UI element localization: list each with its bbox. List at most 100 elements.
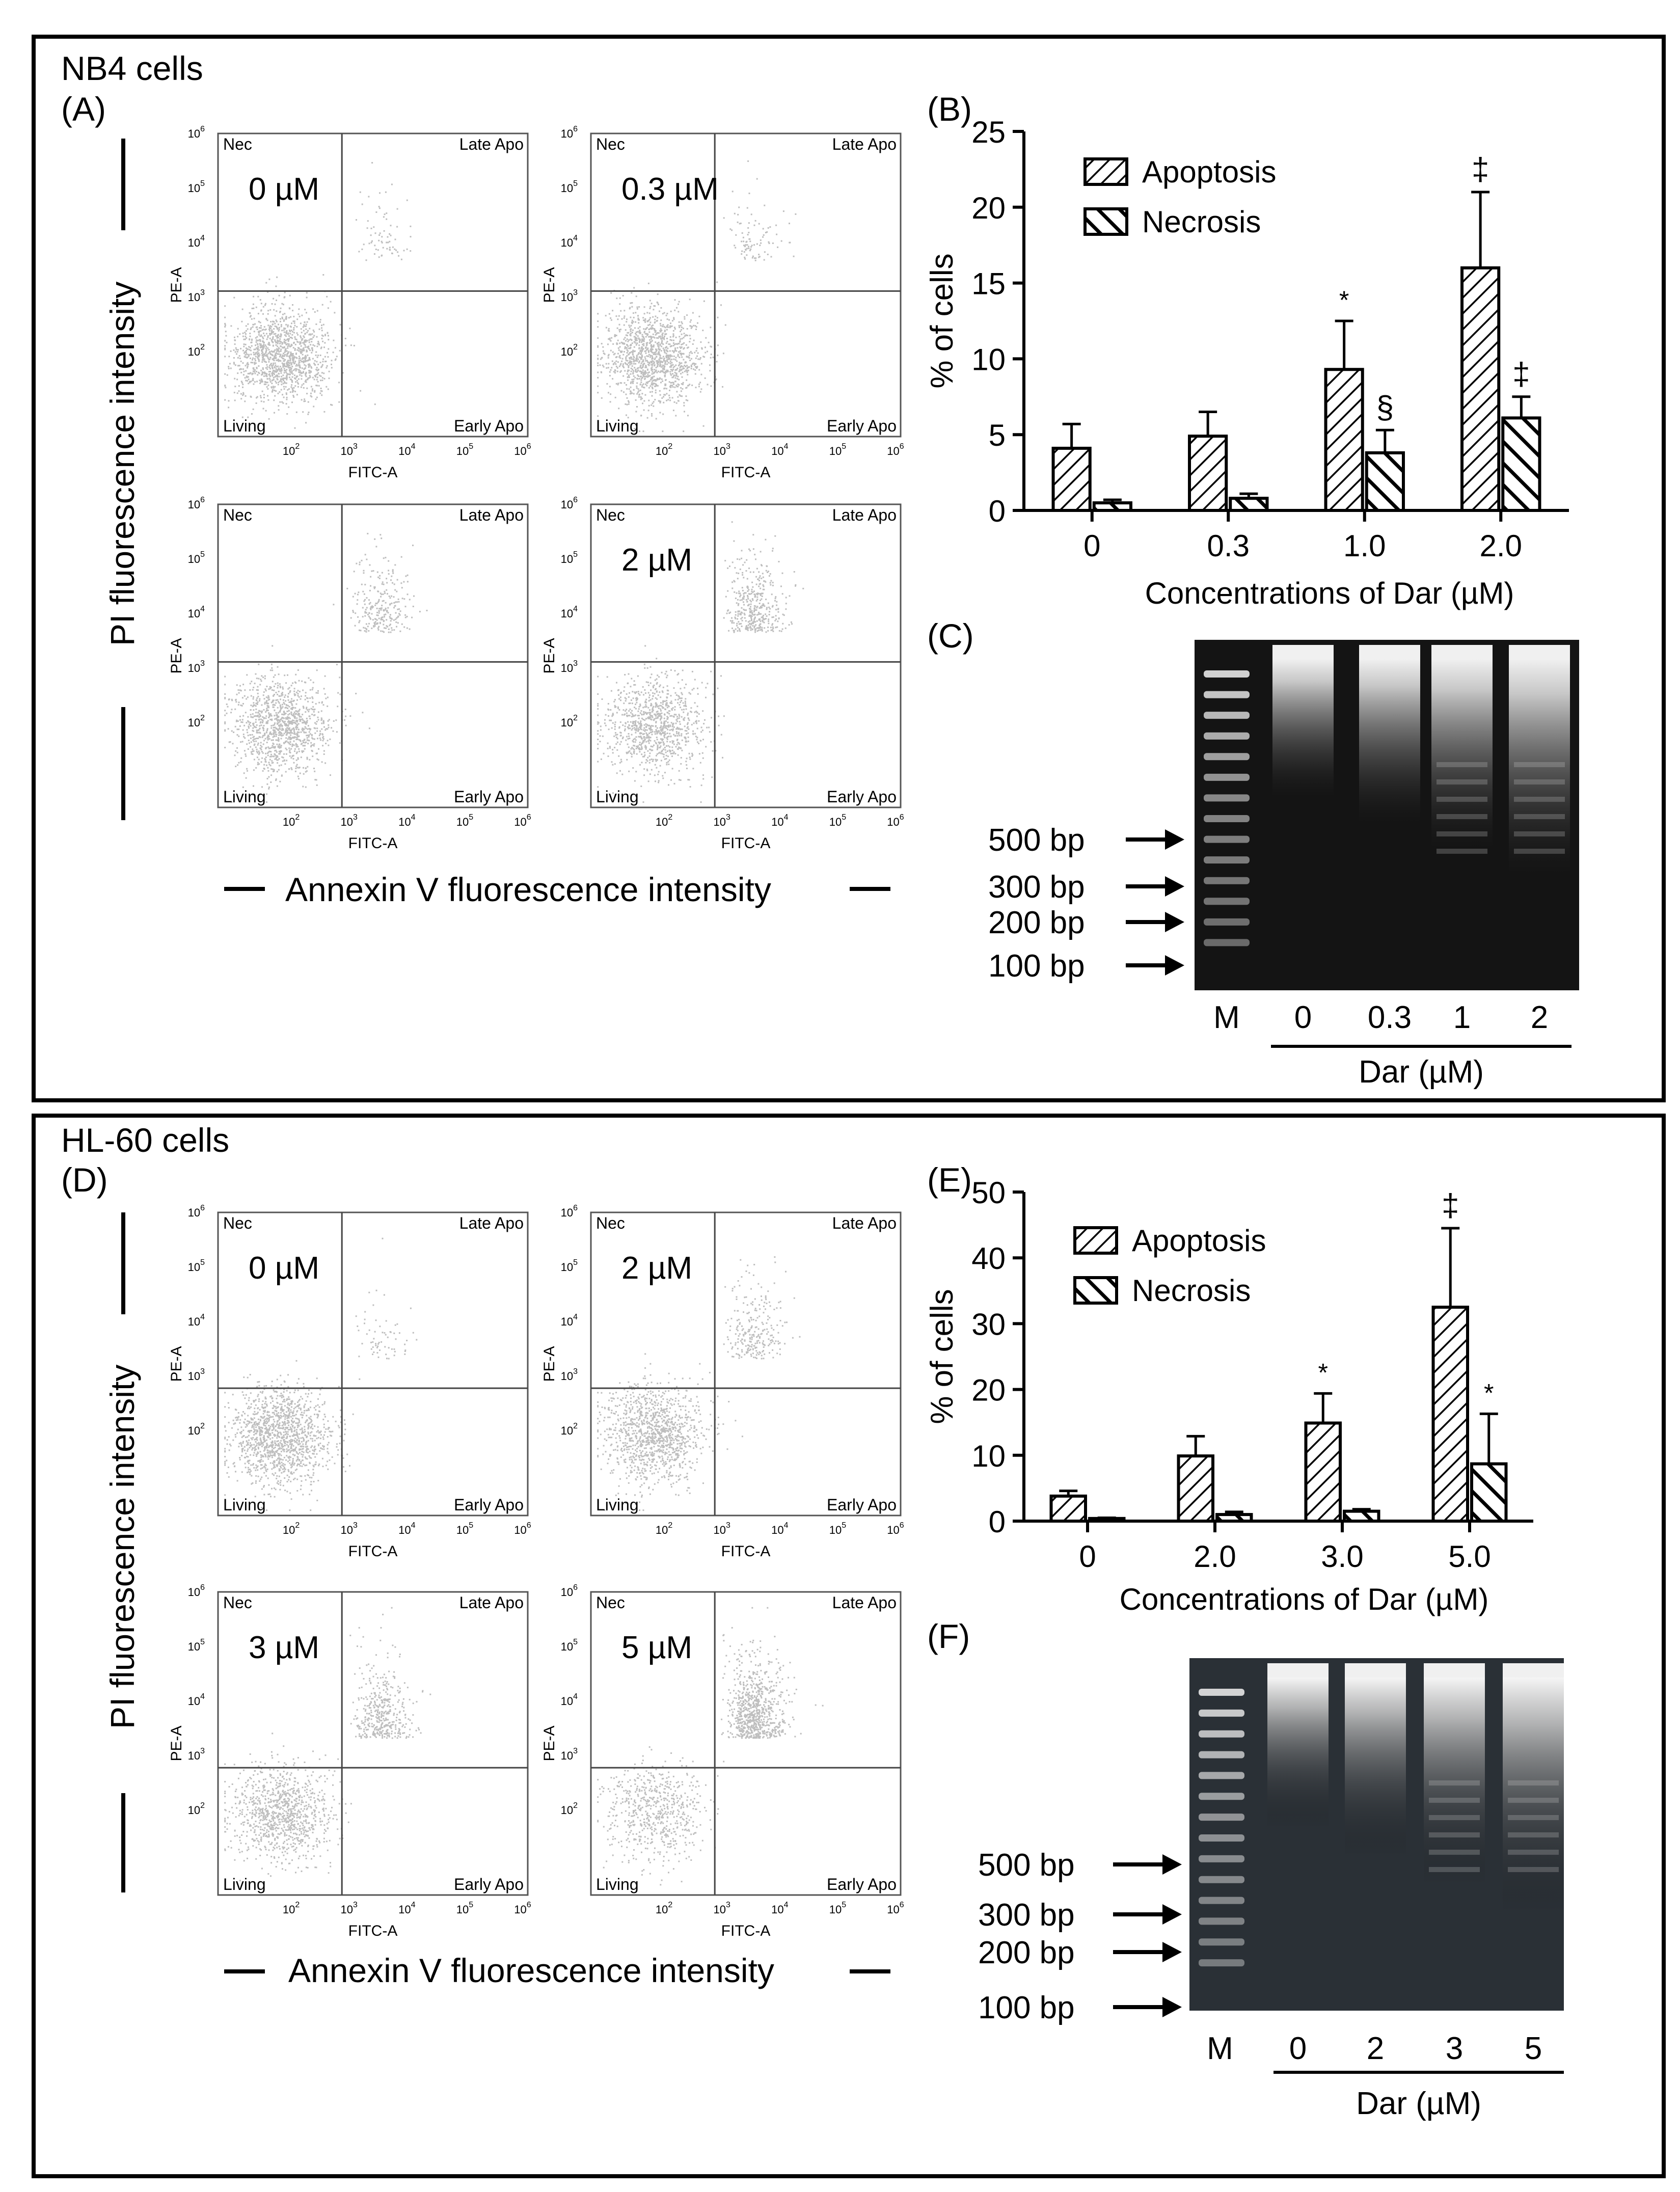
lane-label: 5	[1525, 2031, 1542, 2066]
flow-x-tick-exp: 3	[726, 442, 730, 451]
gel-well	[1267, 1663, 1329, 1677]
quadrant-nec: Nec	[223, 1593, 252, 1612]
flow-y-tick-exp: 6	[200, 1583, 205, 1592]
concentration-label: 3 µM	[249, 1630, 319, 1665]
legend-swatch-necrosis	[1073, 1276, 1118, 1305]
lane-label: 3	[1446, 2031, 1463, 2066]
legend-label-necrosis: Necrosis	[1142, 205, 1261, 239]
hl60-title: HL-60 cells	[61, 1121, 230, 1159]
marker-label: 200 bp	[988, 905, 1085, 940]
concentration-label: 2 µM	[621, 1251, 692, 1286]
quadrant-late-apo: Late Apo	[832, 1214, 897, 1232]
quadrant-early-apo: Early Apo	[454, 788, 524, 806]
flow-x-tick-exp: 4	[784, 442, 789, 451]
ladder-band	[1199, 1938, 1244, 1946]
significance-mark: *	[1339, 286, 1349, 314]
ladder-fragment	[1437, 779, 1487, 784]
flow-x-tick-exp: 5	[469, 442, 473, 451]
gel-well	[1503, 1663, 1564, 1677]
x-axis-label: Concentrations of Dar (µM)	[1145, 576, 1514, 610]
y-tick-label: 10	[971, 342, 1006, 376]
flow-x-label: FITC-A	[721, 1543, 771, 1560]
bar-chart-B: 0 5 10 15 20 25 % of cells 0 0.3 1.0 * § 2.0 ‡ ‡ Concen…	[925, 115, 1569, 610]
legend-swatch-apoptosis	[1083, 157, 1128, 186]
flow-frame	[217, 503, 529, 808]
y-tick-label: 0	[989, 494, 1006, 528]
x-tick-label: 2.0	[1480, 529, 1522, 563]
flow-x-tick-exp: 2	[295, 1901, 300, 1909]
flow-y-label: PE-A	[541, 1725, 558, 1761]
panel-label-d: (D)	[61, 1161, 108, 1199]
ladder-band	[1204, 856, 1250, 864]
panel-label-b: (B)	[927, 90, 972, 128]
marker-arrow-head	[1162, 1904, 1182, 1925]
ladder-band	[1199, 1689, 1244, 1696]
flow-x-tick-exp: 4	[784, 813, 789, 822]
ladder-band	[1204, 794, 1250, 802]
y-tick-label: 20	[971, 1373, 1006, 1408]
ladder-band	[1199, 1897, 1244, 1904]
ladder-fragment	[1508, 1798, 1559, 1803]
flow-dots	[224, 162, 412, 432]
lane-label: M	[1213, 1000, 1240, 1035]
ladder-fragment	[1429, 1867, 1480, 1872]
flow-frame	[590, 503, 902, 808]
flow-y-tick-exp: 3	[200, 288, 205, 297]
quadrant-living: Living	[223, 1496, 266, 1514]
lane-label: 0.3	[1368, 1000, 1412, 1035]
flow-x-tick-exp: 2	[295, 1521, 300, 1530]
gel-well	[1345, 1663, 1406, 1677]
flow-y-tick-exp: 2	[573, 714, 578, 722]
group-label: Dar (µM)	[1359, 1054, 1484, 1090]
flow-y-tick-exp: 5	[573, 179, 578, 188]
concentration-label: 0.3 µM	[621, 172, 719, 207]
x-tick-label: 1.0	[1343, 529, 1386, 563]
flow-x-tick-exp: 3	[353, 1901, 358, 1909]
nb4-section-frame	[32, 35, 1666, 1102]
legend-label-necrosis: Necrosis	[1132, 1274, 1251, 1308]
flow-dots	[224, 1607, 431, 1882]
ladder-fragment	[1429, 1780, 1480, 1785]
flow-x-tick-exp: 3	[353, 442, 358, 451]
marker-label: 300 bp	[988, 870, 1085, 905]
ladder-fragment	[1514, 849, 1565, 854]
bar-apoptosis	[1460, 266, 1501, 512]
flow-y-tick-exp: 4	[200, 605, 205, 613]
quadrant-early-apo: Early Apo	[454, 1496, 524, 1514]
marker-label: 100 bp	[988, 949, 1085, 984]
flow-y-label: PE-A	[168, 1725, 185, 1761]
flow-x-tick-exp: 2	[295, 813, 300, 822]
marker-label: 200 bp	[978, 1935, 1075, 1970]
ladder-band	[1199, 1730, 1244, 1738]
flow-frame	[590, 132, 902, 438]
concentration-label: 2 µM	[621, 543, 692, 578]
flow-y-tick-exp: 2	[200, 714, 205, 722]
x-tick-label: 2.0	[1194, 1539, 1236, 1574]
ladder-fragment	[1514, 762, 1565, 767]
ladder-band	[1204, 835, 1250, 843]
flow-x-tick-exp: 3	[726, 1521, 730, 1530]
flow-y-tick-exp: 5	[573, 550, 578, 559]
hl60-section-frame	[32, 1114, 1666, 2178]
ladder-band	[1199, 1814, 1244, 1821]
quadrant-nec: Nec	[596, 1593, 625, 1612]
ladder-band	[1204, 939, 1250, 946]
flow-y-tick-exp: 3	[200, 1747, 205, 1755]
ladder-fragment	[1429, 1815, 1480, 1820]
ladder-fragment	[1508, 1850, 1559, 1855]
quadrant-living: Living	[223, 417, 266, 435]
ladder-band	[1204, 877, 1250, 884]
ladder-fragment	[1429, 1798, 1480, 1803]
flow-x-tick-exp: 5	[842, 442, 846, 451]
gel-well	[1431, 645, 1493, 659]
bar-chart-E: 0 10 20 30 40 50 % of cells 0 2.0 3.0 * 5.0 ‡ * Concen…	[925, 1176, 1533, 1616]
lane-label: 0	[1294, 1000, 1312, 1035]
bar-apoptosis	[1304, 1421, 1342, 1523]
quadrant-nec: Nec	[596, 506, 625, 524]
quadrant-living: Living	[223, 788, 266, 806]
quadrant-early-apo: Early Apo	[827, 1875, 897, 1893]
